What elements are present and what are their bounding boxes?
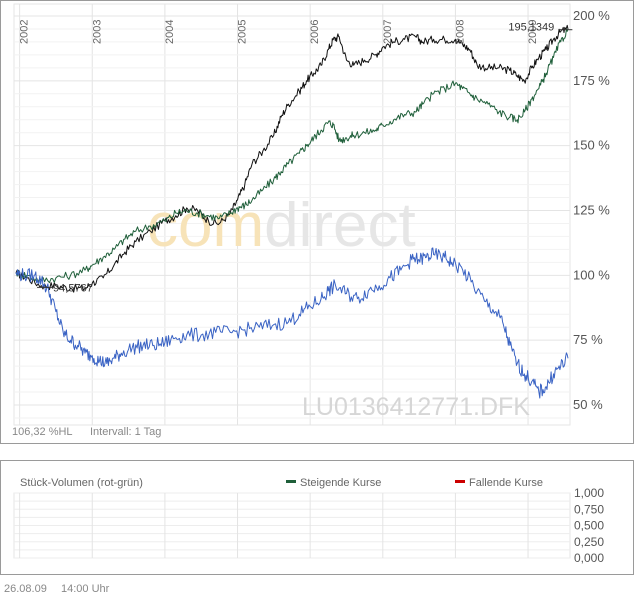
series-line-2: [15, 247, 569, 399]
chart-grid: [13, 3, 571, 426]
x-tick-2005: 2005: [237, 20, 249, 44]
watermark-logo: comdirect: [147, 191, 416, 260]
volume-y-tick: 0,750: [574, 502, 604, 516]
annotation-low-label: 94,5767: [53, 282, 93, 294]
x-tick-2006: 2006: [309, 20, 321, 44]
volume-y-tick: 1,000: [574, 486, 604, 500]
annotations: 94,5767 195,1349: [37, 22, 573, 294]
series-line-1: [15, 28, 569, 284]
y-tick-175: 175 %: [573, 73, 610, 88]
x-tick-2008: 2008: [454, 20, 466, 44]
security-id-watermark: LU0136412771.DFK: [302, 393, 530, 421]
volume-grid: [13, 492, 571, 559]
x-tick-2004: 2004: [164, 20, 176, 44]
footer-time: 14:00 Uhr: [61, 583, 110, 595]
plot-area: [13, 3, 571, 426]
volume-y-tick: 0,500: [574, 519, 604, 533]
y-tick-150: 150 %: [573, 138, 610, 153]
volume-chart: Stück-Volumen (rot-grün) Steigende Kurse…: [0, 460, 634, 575]
hl-info: 106,32 %HL: [12, 426, 73, 438]
y-tick-75: 75 %: [573, 332, 603, 347]
y-tick-100: 100 %: [573, 267, 610, 282]
x-tick-2003: 2003: [91, 20, 103, 44]
annotation-high-label: 195,1349: [508, 22, 554, 34]
series-line-0: [15, 24, 569, 293]
series-lines: [15, 24, 569, 399]
x-tick-2002: 2002: [19, 20, 31, 44]
volume-title: Stück-Volumen (rot-grün): [20, 477, 143, 489]
legend-swatch-falling: [455, 480, 465, 483]
interval-info: Intervall: 1 Tag: [90, 426, 161, 438]
y-tick-200: 200 %: [573, 8, 610, 23]
x-tick-labels: 2002 2003 2004 2005 2006 2007 2008 2009: [19, 20, 539, 44]
x-tick-2009: 2009: [527, 20, 539, 44]
footer-date: 26.08.09: [4, 583, 47, 595]
y-tick-labels: 200 % 175 % 150 % 125 % 100 % 75 % 50 %: [573, 8, 610, 412]
y-tick-50: 50 %: [573, 397, 603, 412]
price-chart: comdirect 2002 2003 2004 2005 2006 2007 2008 20…: [0, 0, 634, 444]
legend-label-rising: Steigende Kurse: [300, 477, 381, 489]
legend-swatch-rising: [286, 480, 296, 483]
volume-y-tick-labels: 1,000 0,750 0,500 0,250 0,000: [574, 486, 604, 565]
y-tick-125: 125 %: [573, 203, 610, 218]
volume-y-tick: 0,250: [574, 535, 604, 549]
legend-label-falling: Fallende Kurse: [469, 477, 543, 489]
volume-y-tick: 0,000: [574, 551, 604, 565]
x-tick-2007: 2007: [382, 20, 394, 44]
